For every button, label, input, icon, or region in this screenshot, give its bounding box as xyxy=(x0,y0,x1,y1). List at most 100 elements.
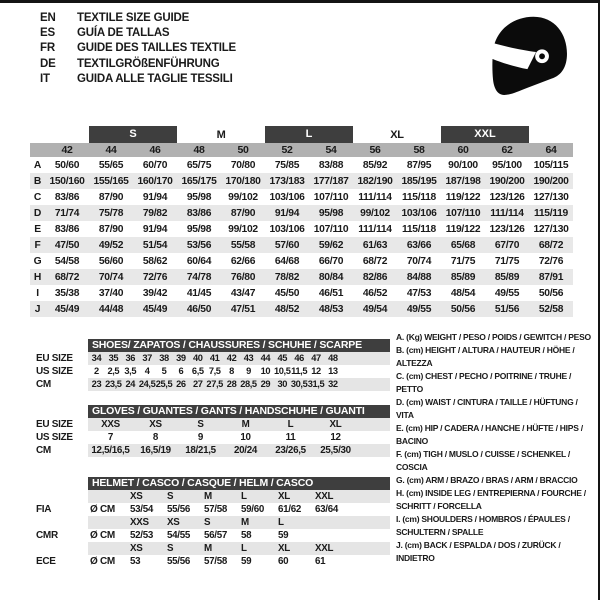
measurement-value: 59/62 xyxy=(309,237,353,253)
measurement-value: 91/94 xyxy=(142,223,168,235)
measurement-value: 87/90 xyxy=(98,223,124,235)
measurement-value: 53/56 xyxy=(177,237,221,253)
size-value: 32 xyxy=(328,379,338,389)
size-value: 29 xyxy=(260,379,271,389)
size-value: 7,5 xyxy=(208,366,221,376)
size-value: 23,5 xyxy=(105,379,122,389)
size-value: 46 xyxy=(294,353,304,363)
size-value: 38 xyxy=(159,353,169,363)
size-value: XS xyxy=(167,517,180,528)
numeric-size-cell: 54 xyxy=(309,143,353,157)
measurement-value: 99/102 xyxy=(228,191,258,203)
subtable-cells: 23 23,5 24 24,5 25,5 26 27 27,5 28 28,5 29 30 30,5 31… xyxy=(88,378,390,391)
size-value: 55/56 xyxy=(167,504,191,515)
numeric-size-cell: 42 xyxy=(45,143,89,157)
subtable-row: CM 12,5/16,5 16,5/19 18/21,5 20/24 23/26,5 25,… xyxy=(36,444,390,457)
measurement-value: 107/110 xyxy=(441,205,485,221)
helmet-size-table: HELMET / CASCO / CASQUE / HELM / CASCO XS… xyxy=(36,477,390,568)
measurement-value: 56/60 xyxy=(98,255,124,267)
size-value: 13 xyxy=(328,366,338,376)
subtable-row-label xyxy=(36,490,88,503)
measurement-value: 62/66 xyxy=(230,255,256,267)
subtable-cells: XS S M L XL XXL xyxy=(88,490,390,503)
shoes-size-table: SHOES/ ZAPATOS / CHAUSSURES / SCHUHE / S… xyxy=(36,339,390,391)
size-group-label-xxl: XXL xyxy=(441,126,529,143)
measurement-row-j: J 45/49 44/48 45/49 46/50 47/51 48/52 48/53 49/5… xyxy=(30,301,573,317)
subtable-row-label: US SIZE xyxy=(36,366,73,377)
measurement-value: 160/170 xyxy=(133,173,177,189)
size-value: 59 xyxy=(278,530,289,541)
subtable-cells: 34 35 36 37 38 39 40 41 42 43 44 45 46 47 48 xyxy=(88,352,390,365)
measurement-value: 68/72 xyxy=(45,269,89,285)
subtable-cells: XXS XS S M L XL xyxy=(88,418,390,431)
subtable-header-row: SHOES/ ZAPATOS / CHAUSSURES / SCHUHE / S… xyxy=(36,339,390,352)
size-value: 47 xyxy=(311,353,321,363)
measurement-value: 48/53 xyxy=(309,301,353,317)
legend-item: I. (cm) SHOULDERS / HOMBROS / ÉPAULES / … xyxy=(396,514,570,537)
size-value: 16,5/19 xyxy=(140,445,171,456)
measurement-value: 75/85 xyxy=(274,159,300,171)
size-value: 34 xyxy=(91,353,102,363)
measurement-value: 71/74 xyxy=(45,205,89,221)
measurement-value: 87/91 xyxy=(529,269,573,285)
language-title-list: EN TEXTILE SIZE GUIDE ES GUÍA DE TALLAS FR GU… xyxy=(40,11,236,87)
corner-cell xyxy=(30,126,45,143)
size-value: 27,5 xyxy=(206,379,223,389)
measurement-value: 57/60 xyxy=(265,237,309,253)
size-value: 24,5 xyxy=(138,379,156,389)
subtable-row-label: EU SIZE xyxy=(36,353,73,364)
measurement-value: 45/49 xyxy=(133,301,177,317)
size-value: 54/55 xyxy=(167,530,191,541)
measurement-value: 84/88 xyxy=(397,269,441,285)
unit-label: Ø CM xyxy=(90,556,115,567)
measurement-value: 49/55 xyxy=(397,301,441,317)
measurement-value: 72/76 xyxy=(538,255,564,267)
measurement-value: 76/80 xyxy=(221,269,265,285)
size-value: S xyxy=(197,419,204,430)
size-value: 57/58 xyxy=(204,556,228,567)
size-value: 63/64 xyxy=(315,504,339,515)
subtable-header-spacer xyxy=(36,405,88,418)
numeric-size-cell: 62 xyxy=(485,143,529,157)
measurement-value: 95/98 xyxy=(186,191,212,203)
size-value: 45 xyxy=(277,353,288,363)
size-group-label-s: S xyxy=(89,126,177,143)
size-value: 25,5/30 xyxy=(320,445,351,456)
language-code: IT xyxy=(40,72,50,85)
measurement-value: 47/51 xyxy=(221,301,265,317)
size-value: 3,5 xyxy=(124,366,137,376)
size-value: 37 xyxy=(142,353,152,363)
size-value: 31,5 xyxy=(307,379,325,389)
measurement-row-e: E 83/86 87/90 91/94 95/98 99/102 103/106 107/11… xyxy=(30,221,573,237)
size-value: 2 xyxy=(94,366,99,376)
subtable-title: GLOVES / GUANTES / GANTS / HANDSCHUHE / … xyxy=(88,405,390,418)
measurement-value: 65/75 xyxy=(186,159,212,171)
row-letter: I xyxy=(36,287,39,299)
measurement-value: 83/88 xyxy=(318,159,344,171)
numeric-size-cell: 60 xyxy=(441,143,485,157)
size-value: 53/54 xyxy=(130,504,154,515)
size-value: M xyxy=(241,517,249,528)
measurement-row-i: I 35/38 37/40 39/42 41/45 43/47 45/50 46/51 46/5… xyxy=(30,285,573,301)
language-code: EN xyxy=(40,12,56,24)
measurement-value: 83/86 xyxy=(177,205,221,221)
size-value: 10,5 xyxy=(273,366,291,376)
measurement-value: 70/74 xyxy=(406,255,432,267)
measurement-value: 123/126 xyxy=(489,191,525,203)
size-value: 35 xyxy=(108,353,119,363)
size-value: 59/60 xyxy=(241,504,265,515)
size-group-label-xl: XL xyxy=(390,128,404,141)
size-value: 23 xyxy=(91,379,102,389)
measurement-legend: A. (Kg) WEIGHT / PESO / POIDS / GEWITCH … xyxy=(396,331,596,565)
language-row: FR GUIDE DES TAILLES TEXTILE xyxy=(40,41,236,56)
subtable-row: US SIZE 7 8 9 10 11 12 xyxy=(36,431,390,444)
size-value: 40 xyxy=(193,353,203,363)
measurement-value: 83/86 xyxy=(54,191,80,203)
measurement-value: 182/190 xyxy=(353,173,397,189)
measurement-value: 173/183 xyxy=(265,173,309,189)
size-value: 61/62 xyxy=(278,504,302,515)
subtable-row: US SIZE 2 2,5 3,5 4 5 6 6,5 7,5 8 9 10 10,5 11,5 12 13 xyxy=(36,365,390,378)
size-value: 57/58 xyxy=(204,504,228,515)
measurement-value: 119/122 xyxy=(445,223,481,235)
measurement-value: 91/94 xyxy=(265,205,309,221)
